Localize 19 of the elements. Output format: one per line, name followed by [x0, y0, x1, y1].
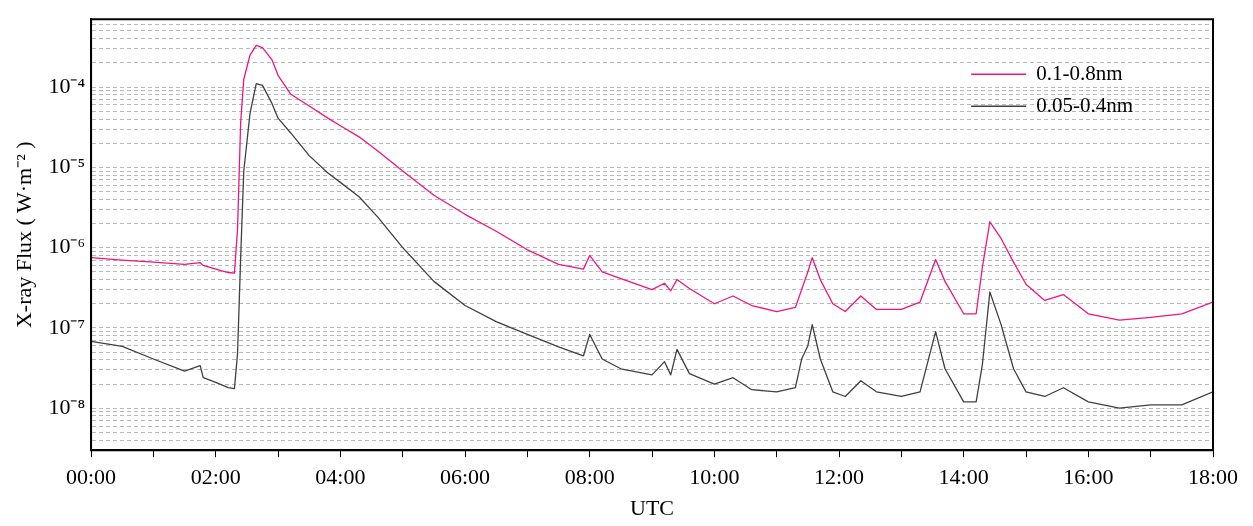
y-tick-label: 10⁻⁷ — [48, 313, 86, 339]
x-tick-label: 00:00 — [66, 464, 117, 490]
y-tick-label: 10⁻⁸ — [48, 394, 86, 419]
x-tick-label: 14:00 — [938, 464, 989, 490]
x-tick-label: 12:00 — [813, 464, 865, 490]
legend-label: 0.1-0.8nm — [1036, 60, 1123, 85]
y-axis-title: X-ray Flux ( W·m⁻² ) — [10, 141, 36, 329]
x-tick-label: 10:00 — [689, 464, 740, 490]
x-axis-title: UTC — [630, 494, 675, 520]
x-tick-label: 18:00 — [1187, 464, 1239, 490]
x-tick-label: 04:00 — [315, 464, 366, 490]
legend-label: 0.05-0.4nm — [1036, 92, 1133, 117]
y-tick-label: 10⁻⁶ — [48, 233, 86, 259]
x-tick-label: 02:00 — [190, 464, 241, 490]
x-tick-label: 16:00 — [1063, 464, 1114, 490]
x-tick-label: 08:00 — [564, 464, 615, 490]
x-tick-label: 06:00 — [439, 464, 491, 490]
y-tick-label: 10⁻⁵ — [48, 153, 86, 179]
y-tick-label: 10⁻⁴ — [48, 72, 86, 98]
